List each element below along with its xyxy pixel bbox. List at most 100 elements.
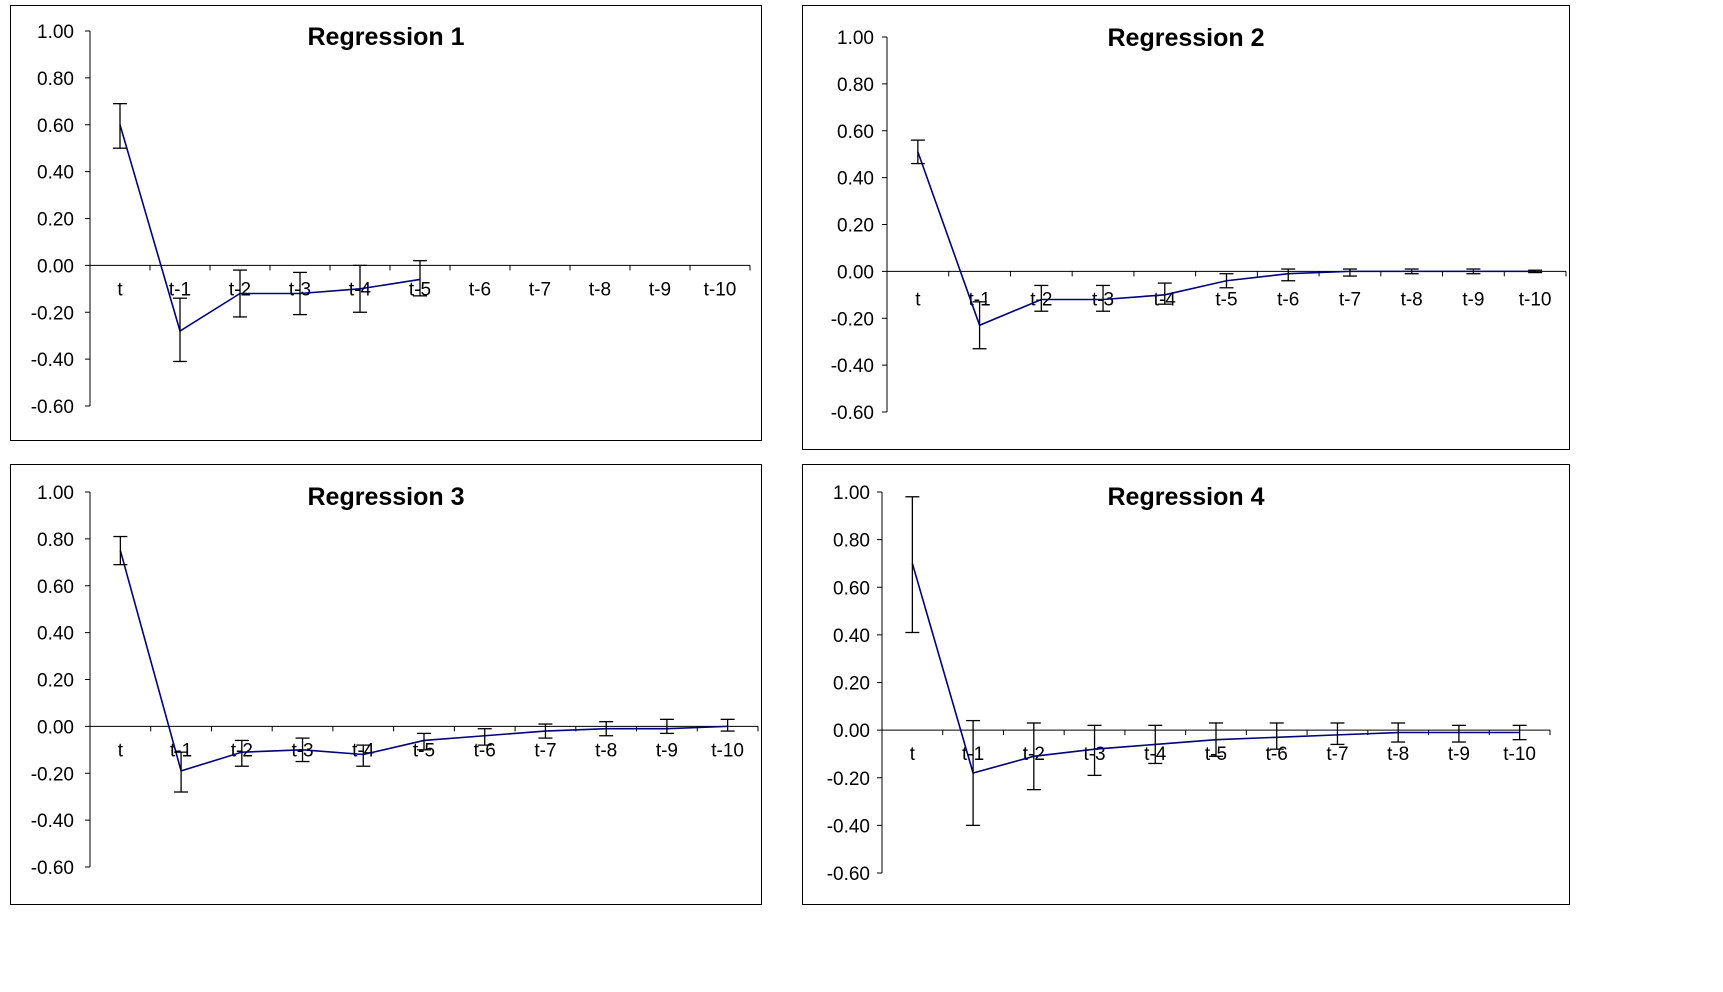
error-bar — [295, 737, 310, 763]
y-tick-label: 0.80 — [833, 531, 870, 552]
y-tick-label: -0.20 — [31, 303, 74, 324]
y-tick-label: 0.20 — [833, 674, 870, 695]
x-tick-label: t-9 — [1448, 744, 1470, 765]
error-bar — [1157, 282, 1172, 305]
error-bar — [1148, 724, 1163, 765]
y-tick-label: 0.40 — [837, 169, 874, 190]
y-tick-label: -0.60 — [831, 403, 874, 424]
y-tick-label: 0.20 — [837, 216, 874, 237]
x-tick-label: t-1 — [968, 289, 990, 310]
chart-title: Regression 1 — [307, 23, 464, 51]
error-bar — [1219, 273, 1234, 289]
error-bar — [972, 301, 987, 350]
error-bar — [356, 744, 371, 767]
error-bar — [905, 496, 920, 634]
error-bar — [1466, 268, 1481, 275]
chart-panel-2: Regression 2 1.00 0.80 0.60 0.40 0.20 0.00 -0.2… — [802, 5, 1570, 455]
error-bar — [293, 271, 307, 316]
x-tick-label: t — [117, 279, 123, 300]
x-tick-label: t-8 — [1387, 744, 1409, 765]
y-tick-label: -0.40 — [31, 350, 74, 371]
y-tick-label: -0.20 — [31, 764, 74, 785]
error-bar — [173, 297, 187, 363]
series-line — [119, 124, 421, 333]
chart-svg-regression-3: Regression 3 1.00 0.80 0.60 0.40 0.20 0.00 -0.2… — [10, 464, 762, 905]
x-tick-label: t-9 — [1462, 289, 1484, 310]
error-bar — [1034, 284, 1049, 312]
y-tick-label: -0.60 — [31, 858, 74, 879]
chart-svg-regression-4: Regression 4 1.00 0.80 0.60 0.40 0.20 0.00 -0.2… — [802, 464, 1570, 905]
error-bar — [477, 728, 492, 746]
error-bar — [599, 721, 614, 737]
y-tick-label: 1.00 — [837, 28, 874, 49]
error-bar — [1451, 724, 1466, 743]
y-tick-label: 0.00 — [37, 256, 74, 277]
x-tick-label: t-7 — [1339, 289, 1361, 310]
x-tick-label: t — [118, 740, 124, 761]
error-bar — [234, 739, 249, 767]
y-tick-label: 1.00 — [833, 483, 870, 504]
y-tick-label: -0.20 — [827, 769, 870, 790]
error-bar — [1404, 268, 1419, 275]
y-tick-label: -0.60 — [31, 397, 74, 418]
x-tick-label: t-5 — [413, 740, 435, 761]
chart-svg-regression-2: Regression 2 1.00 0.80 0.60 0.40 0.20 0.00 -0.2… — [802, 5, 1570, 450]
chart-title: Regression 2 — [1107, 24, 1264, 52]
x-tick-label: t-5 — [1215, 289, 1237, 310]
chart-frame — [802, 5, 1570, 450]
y-tick-label: 0.40 — [37, 163, 74, 184]
error-bar — [966, 719, 981, 827]
error-bar — [1528, 269, 1543, 274]
chart-panel-4: Regression 4 1.00 0.80 0.60 0.40 0.20 0.00 -0.2… — [802, 464, 1570, 910]
error-bar — [1209, 722, 1223, 757]
error-bar — [538, 723, 553, 739]
y-tick-label: -0.40 — [827, 816, 870, 837]
chart-frame — [10, 464, 762, 905]
x-tick-label: t — [910, 744, 916, 765]
error-bar — [1512, 724, 1527, 741]
x-tick-label: t-7 — [534, 740, 556, 761]
y-tick-label: -0.40 — [31, 811, 74, 832]
error-bar — [1330, 722, 1345, 746]
error-bar — [113, 535, 128, 566]
x-tick-label: t-6 — [469, 279, 491, 300]
y-tick-label: 0.00 — [837, 262, 874, 283]
x-tick-label: t-10 — [704, 279, 737, 300]
x-tick-label: t-8 — [589, 279, 611, 300]
chart-title: Regression 4 — [1107, 483, 1264, 511]
y-tick-label: 0.60 — [37, 116, 74, 137]
chart-svg-regression-1: Regression 1 1.00 0.80 0.60 0.40 0.20 0.00 -0.2… — [10, 5, 762, 441]
x-tick-label: t-9 — [649, 279, 671, 300]
error-bar — [417, 732, 431, 751]
error-bar — [910, 139, 925, 165]
x-tick-label: t — [915, 289, 921, 310]
y-tick-label: 0.60 — [37, 577, 74, 598]
y-tick-label: -0.20 — [831, 309, 874, 330]
y-tick-label: 0.40 — [37, 624, 74, 645]
y-tick-label: -0.40 — [831, 356, 874, 377]
y-tick-label: 1.00 — [37, 483, 74, 504]
y-tick-label: 0.60 — [833, 578, 870, 599]
y-tick-label: 1.00 — [37, 22, 74, 43]
error-bar — [413, 260, 427, 297]
y-tick-label: 0.20 — [37, 671, 74, 692]
y-tick-label: 0.40 — [833, 626, 870, 647]
error-bar — [113, 103, 127, 149]
y-tick-label: 0.80 — [837, 75, 874, 96]
x-tick-label: t-9 — [656, 740, 678, 761]
y-tick-label: 0.00 — [833, 721, 870, 742]
x-tick-label: t-1 — [170, 740, 192, 761]
error-bar — [1269, 722, 1284, 750]
x-tick-label: t-10 — [711, 740, 744, 761]
error-bar — [353, 264, 367, 313]
error-bar — [659, 718, 674, 735]
x-tick-label: t-1 — [169, 279, 191, 300]
x-tick-label: t-8 — [1401, 289, 1423, 310]
chart-title: Regression 3 — [307, 483, 464, 511]
error-bar — [233, 269, 247, 318]
x-tick-label: t-8 — [595, 740, 617, 761]
y-tick-label: 0.20 — [37, 210, 74, 231]
chart-panel-3: Regression 3 1.00 0.80 0.60 0.40 0.20 0.00 -0.2… — [10, 464, 762, 910]
y-tick-label: 0.60 — [837, 122, 874, 143]
error-bar — [1096, 284, 1111, 312]
